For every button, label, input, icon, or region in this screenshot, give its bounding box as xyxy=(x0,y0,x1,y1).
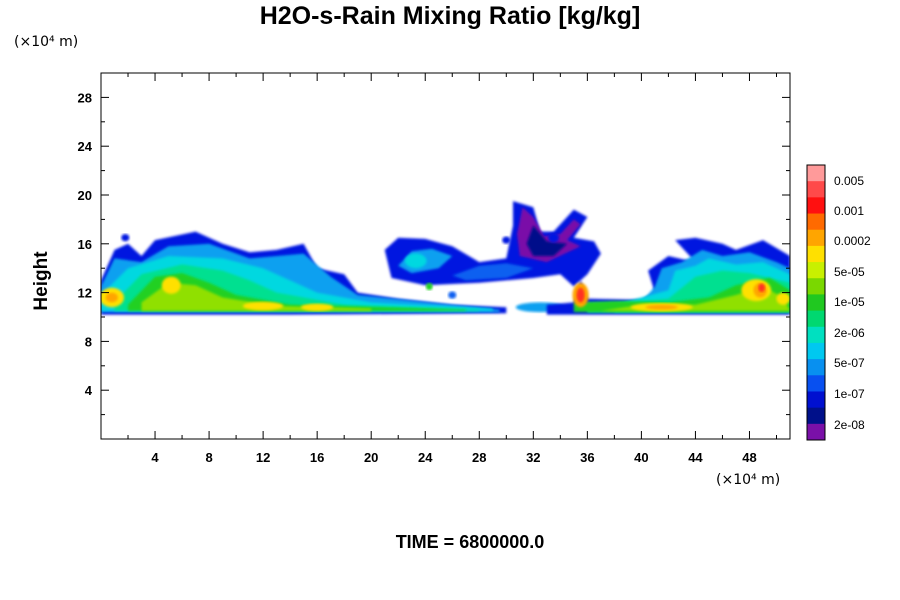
colorbar-frame xyxy=(806,164,826,441)
core-west-d xyxy=(300,303,334,311)
y-tick-label: 16 xyxy=(78,237,92,252)
colorbar: 0.005 0.001 0.0002 5e-05 1e-05 2e-06 5e-07 1e-0… xyxy=(806,164,871,441)
core-east-c-core xyxy=(758,283,766,292)
colorbar-label: 5e-07 xyxy=(834,356,865,370)
x-tick-label: 44 xyxy=(688,450,703,465)
x-axis: 4 8 12 16 20 24 28 32 36 40 44 48 xyxy=(127,73,777,465)
core-east-a-inner xyxy=(576,287,585,303)
y-tick-label: 28 xyxy=(78,90,92,105)
colorbar-swatch xyxy=(807,391,825,409)
colorbar-label: 5e-05 xyxy=(834,265,865,279)
x-unit-label: (×10⁴ m) xyxy=(716,472,781,488)
core-west-a-inner xyxy=(105,292,118,303)
x-tick-label: 4 xyxy=(151,450,159,465)
x-tick-label: 32 xyxy=(526,450,540,465)
colorbar-swatch xyxy=(807,229,825,247)
x-tick-label: 8 xyxy=(205,450,212,465)
colorbar-label: 2e-08 xyxy=(834,418,865,432)
colorbar-swatch xyxy=(807,423,825,441)
small-cell-d xyxy=(448,291,457,299)
x-tick-label: 36 xyxy=(580,450,594,465)
colorbar-swatch xyxy=(807,245,825,263)
colorbar-swatch xyxy=(807,197,825,215)
colorbar-swatch xyxy=(807,181,825,198)
x-tick-label: 12 xyxy=(256,450,270,465)
cloud-west-lime xyxy=(141,282,372,311)
x-tick-label: 24 xyxy=(418,450,433,465)
y-tick-label: 12 xyxy=(78,286,92,301)
cloud-central-cyan xyxy=(404,253,427,269)
small-cell-b xyxy=(502,236,511,244)
y-unit-label: (×10⁴ m) xyxy=(14,34,79,50)
colorbar-swatch xyxy=(807,278,825,295)
x-tick-label: 16 xyxy=(310,450,324,465)
contour-field xyxy=(101,201,790,315)
core-west-c xyxy=(242,301,284,311)
colorbar-swatch xyxy=(807,165,825,182)
colorbar-swatch xyxy=(807,310,825,328)
y-axis: 4 8 12 16 20 24 28 xyxy=(78,90,790,416)
y-tick-label: 4 xyxy=(85,383,93,398)
x-tick-label: 48 xyxy=(742,450,756,465)
time-label: TIME = 6800000.0 xyxy=(395,532,545,552)
colorbar-swatch xyxy=(807,262,825,279)
chart-title: H2O-s-Rain Mixing Ratio [kg/kg] xyxy=(259,2,641,30)
plot-frame xyxy=(100,72,791,440)
cloud-central-mid xyxy=(452,263,534,281)
x-tick-label: 20 xyxy=(364,450,378,465)
colorbar-swatch xyxy=(807,407,825,425)
small-cell-e xyxy=(425,282,433,291)
core-west-b xyxy=(161,276,181,294)
colorbar-label: 2e-06 xyxy=(834,326,865,340)
colorbar-label: 0.001 xyxy=(834,204,864,218)
colorbar-swatch xyxy=(807,342,825,360)
colorbar-label: 1e-07 xyxy=(834,387,865,401)
colorbar-label: 0.0002 xyxy=(834,234,871,248)
x-tick-label: 40 xyxy=(634,450,648,465)
x-tick-label: 28 xyxy=(472,450,486,465)
y-tick-label: 20 xyxy=(78,188,92,203)
colorbar-label: 1e-05 xyxy=(834,295,865,309)
colorbar-swatch xyxy=(807,375,825,392)
colorbar-label: 0.005 xyxy=(834,174,864,188)
colorbar-swatch xyxy=(807,294,825,312)
colorbar-swatch xyxy=(807,359,825,376)
cloud-central-core xyxy=(526,225,568,256)
core-east-d xyxy=(776,292,790,305)
small-cell-c xyxy=(121,234,130,242)
colorbar-swatch xyxy=(807,326,825,344)
colorbar-swatch xyxy=(807,213,825,231)
y-tick-label: 24 xyxy=(78,139,93,154)
small-cell-a xyxy=(548,232,559,243)
core-east-b-inner xyxy=(645,304,678,310)
y-tick-label: 8 xyxy=(85,334,92,349)
